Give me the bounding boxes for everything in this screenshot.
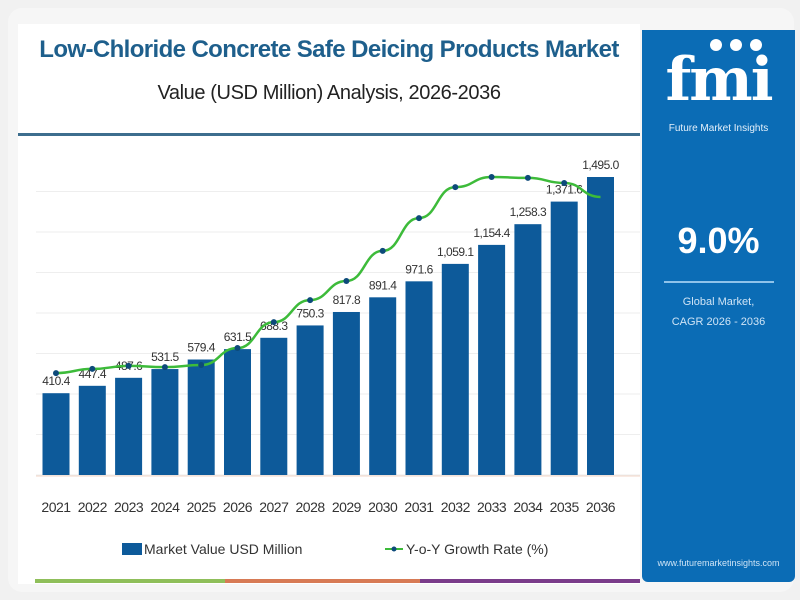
x-tick-label: 2021 <box>41 499 71 515</box>
bar-value-label: 1,059.1 <box>437 245 474 259</box>
x-tick-label: 2026 <box>223 499 253 515</box>
bar-value-label: 891.4 <box>369 278 397 292</box>
bottom-stripe-green <box>35 579 225 583</box>
logo-icons <box>710 38 770 56</box>
bar-2036 <box>587 177 614 475</box>
growth-point-2033 <box>488 174 495 180</box>
website-link[interactable]: www.futuremarketinsights.com <box>657 558 780 568</box>
fmi-logo: fmi <box>665 45 773 115</box>
bar-2025 <box>187 359 215 475</box>
logo-subtitle: Future Market Insights <box>668 123 769 134</box>
bar-2028 <box>296 325 324 475</box>
cagr-value: 9.0% <box>677 220 760 261</box>
bar-2022 <box>78 385 106 475</box>
bar-2021 <box>42 393 70 475</box>
bar-value-label: 1,495.0 <box>582 158 619 172</box>
growth-line <box>55 175 601 375</box>
bar-2035 <box>550 201 578 475</box>
growth-point-2026 <box>234 345 241 352</box>
x-tick-label: 2033 <box>477 499 507 515</box>
bar-2030 <box>369 297 397 475</box>
growth-point-2035 <box>561 179 568 186</box>
bar-value-label: 531.5 <box>151 350 179 364</box>
bar-2032 <box>441 263 469 475</box>
bar-2026 <box>224 349 251 475</box>
growth-point-2031 <box>416 215 422 222</box>
legend-bar-label: Market Value USD Million <box>144 541 302 557</box>
growth-point-2034 <box>524 174 531 181</box>
bar-2027 <box>260 337 288 475</box>
cagr-label-line1: Global Market, <box>682 296 755 308</box>
growth-point-2027 <box>270 319 277 326</box>
x-tick-label: 2032 <box>441 499 471 515</box>
bar-2023 <box>115 377 143 475</box>
cagr-label-line2: CAGR 2026 - 2036 <box>671 316 766 328</box>
header-divider <box>18 133 640 136</box>
bottom-stripe-orange <box>225 579 420 583</box>
bar-2034 <box>514 224 542 475</box>
x-tick-label: 2034 <box>513 499 543 515</box>
logo-dot-icon <box>730 39 742 51</box>
chart-title: Low-Chloride Concrete Safe Deicing Produ… <box>39 36 619 63</box>
x-tick-label: 2030 <box>368 499 398 515</box>
bar-2024 <box>151 369 179 475</box>
x-tick-labels: 2021 2022 2023 2024 2025 2026 2027 2028 2029 2030… <box>41 499 616 515</box>
legend: Market Value USD Million Y-o-Y Growth Ra… <box>122 541 548 557</box>
x-tick-label: 2031 <box>404 499 434 515</box>
sidebar-panel: fmi Future Market Insights 9.0% Global M… <box>642 30 795 582</box>
x-tick-label: 2036 <box>586 499 616 515</box>
growth-point-2021 <box>53 370 59 377</box>
growth-point-2028 <box>307 297 314 304</box>
bars <box>42 177 614 475</box>
x-tick-label: 2024 <box>150 499 180 515</box>
x-tick-label: 2028 <box>296 499 326 515</box>
bar-2031 <box>405 281 433 475</box>
bar-2033 <box>478 244 506 475</box>
x-tick-label: 2029 <box>332 499 362 515</box>
chart-subtitle: Value (USD Million) Analysis, 2026-2036 <box>157 82 501 104</box>
cagr-label: Global Market, CAGR 2026 - 2036 <box>642 292 795 332</box>
growth-point-2023 <box>125 362 132 369</box>
x-tick-label: 2023 <box>114 499 144 515</box>
bar-value-label: 579.4 <box>187 341 215 355</box>
bar-2029 <box>332 311 360 475</box>
bar-value-label: 750.3 <box>296 306 324 320</box>
legend-line-label: Y-o-Y Growth Rate (%) <box>406 541 548 557</box>
growth-point-2030 <box>379 247 386 254</box>
bottom-stripe-purple <box>420 579 640 583</box>
growth-line-group <box>53 174 601 377</box>
logo-dot-icon <box>750 39 762 51</box>
growth-point-2022 <box>89 365 96 372</box>
growth-point-2025 <box>198 362 205 369</box>
legend-bar-swatch <box>122 543 142 555</box>
legend-line-marker <box>391 546 397 552</box>
x-tick-label: 2022 <box>78 499 108 515</box>
bar-value-label: 1,154.4 <box>473 226 510 240</box>
bar-value-label: 1,258.3 <box>510 205 547 219</box>
bar-value-label: 817.8 <box>333 293 361 307</box>
bar-value-label: 971.6 <box>405 262 433 276</box>
bar-value-label: 410.4 <box>42 374 70 388</box>
logo-dot-icon <box>710 39 722 51</box>
growth-point-2029 <box>343 278 350 285</box>
x-tick-label: 2025 <box>187 499 217 515</box>
growth-point-2024 <box>161 364 168 371</box>
x-tick-label: 2035 <box>550 499 580 515</box>
growth-point-2032 <box>452 184 459 191</box>
bar-value-label: 631.5 <box>224 330 252 344</box>
cagr-divider <box>664 281 774 283</box>
x-tick-label: 2027 <box>259 499 289 515</box>
